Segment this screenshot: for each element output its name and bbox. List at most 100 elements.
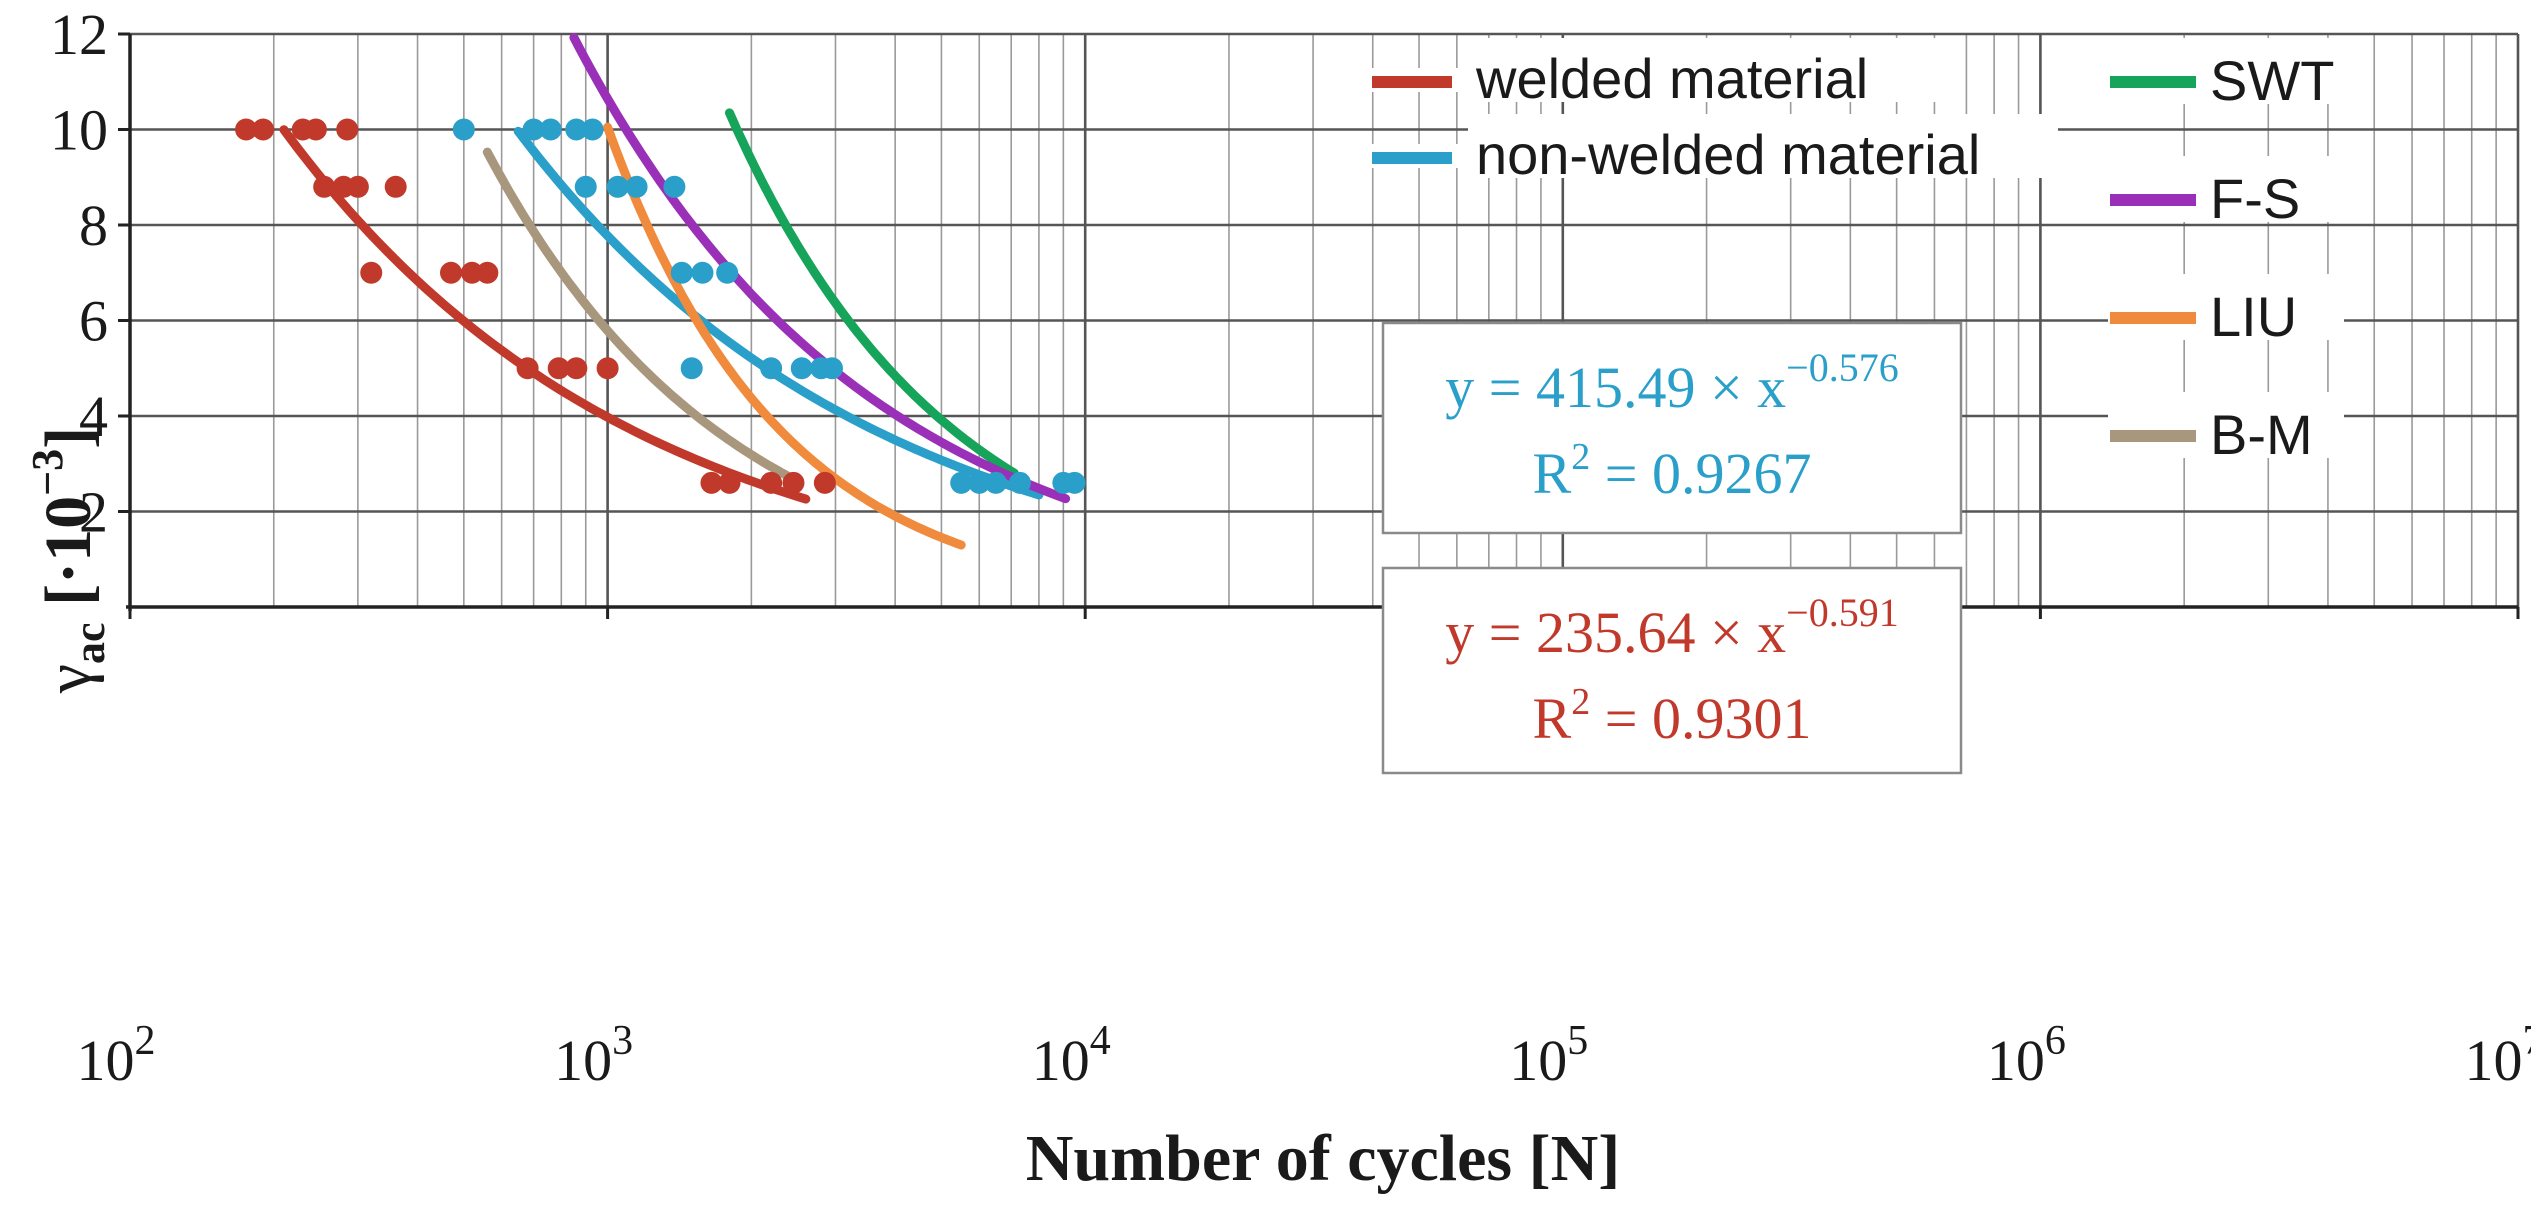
legend-bg	[2108, 38, 2344, 104]
y-tick-label: 4	[79, 384, 108, 449]
welded-equation-formula-exponent: −0.591	[1786, 590, 1899, 635]
data-point-welded-material	[460, 261, 483, 284]
welded-equation-r-label: R	[1533, 686, 1572, 751]
non-welded-equation-r-value: = 0.9267	[1590, 441, 1811, 506]
data-point-welded-material	[596, 357, 619, 380]
data-point-non-welded-material	[663, 175, 686, 198]
data-points	[235, 118, 1086, 494]
legend-bg	[2108, 156, 2344, 222]
data-point-non-welded-material	[581, 118, 604, 141]
x-tick-exponent: 4	[1090, 1018, 1111, 1064]
data-point-non-welded-material	[565, 118, 588, 141]
fit-curve-welded-fit	[279, 125, 811, 504]
x-tick-base: 10	[1987, 1028, 2045, 1093]
data-point-welded-material	[304, 118, 327, 141]
data-point-non-welded-material	[452, 118, 475, 141]
non-welded-equation-r-exponent: 2	[1571, 436, 1590, 478]
data-point-non-welded-material	[760, 357, 783, 380]
legend-bg	[2108, 392, 2344, 458]
welded-equation-box	[1381, 566, 1963, 775]
x-tick-label: 104	[1032, 1018, 1111, 1093]
non-welded-equation-box	[1381, 321, 1963, 535]
legend-label-bg	[1468, 114, 2058, 178]
data-point-welded-material	[252, 118, 275, 141]
legend-label-welded-material: welded material	[1475, 47, 1868, 110]
data-point-welded-material	[782, 471, 805, 494]
welded-equation-r-value: = 0.9301	[1590, 686, 1811, 751]
data-point-non-welded-material	[691, 261, 714, 284]
y-tick-label: 2	[79, 480, 108, 545]
data-point-non-welded-material	[522, 118, 545, 141]
data-point-non-welded-material	[670, 261, 693, 284]
legend: welded material non-welded material SWT F-S…	[1364, 38, 2344, 466]
non-welded-equation-formula-exponent: −0.576	[1786, 345, 1899, 390]
x-tick-base: 10	[554, 1028, 612, 1093]
y-tick-label: 12	[50, 2, 108, 67]
data-point-non-welded-material	[606, 175, 629, 198]
data-point-non-welded-material	[716, 261, 739, 284]
x-tick-base: 10	[1032, 1028, 1090, 1093]
data-point-welded-material	[360, 261, 383, 284]
legend-label-b-m: B-M	[2210, 403, 2313, 466]
y-axis-subscript: ac	[65, 622, 114, 664]
x-tick-label: 107	[2465, 1018, 2531, 1093]
x-tick-exponent: 3	[612, 1018, 633, 1064]
y-axis-title: γac [·10−3]	[23, 427, 114, 694]
data-point-non-welded-material	[680, 357, 703, 380]
data-point-welded-material	[439, 261, 462, 284]
data-point-welded-material	[235, 118, 258, 141]
non-welded-equation-formula: y = 415.49 × x−0.576	[1445, 345, 1898, 420]
y-axis-unit: [·10	[32, 496, 105, 623]
legend-label-bg	[1468, 38, 1938, 102]
data-point-welded-material	[346, 175, 369, 198]
fit-curve-swt	[725, 108, 1019, 478]
y-tick-label: 6	[79, 289, 108, 354]
data-point-welded-material	[384, 175, 407, 198]
x-tick-exponent: 2	[135, 1018, 156, 1064]
y-axis-close: ]	[32, 427, 105, 449]
data-point-non-welded-material	[820, 357, 843, 380]
data-point-non-welded-material	[968, 471, 991, 494]
tick-labels: 24681012102103104105106107	[50, 2, 2531, 1093]
x-tick-exponent: 6	[2045, 1018, 2066, 1064]
welded-equation-formula-base: y = 235.64 × x	[1445, 600, 1786, 665]
data-point-welded-material	[516, 357, 539, 380]
data-point-non-welded-material	[950, 471, 973, 494]
data-point-welded-material	[813, 471, 836, 494]
legend-label-f-s: F-S	[2210, 167, 2300, 230]
fit-curve-b-m	[482, 147, 803, 486]
x-tick-base: 10	[2465, 1028, 2523, 1093]
data-point-non-welded-material	[984, 471, 1007, 494]
non-welded-equation-formula-base: y = 415.49 × x	[1445, 355, 1786, 420]
legend-bg	[2108, 274, 2344, 340]
data-point-welded-material	[313, 175, 336, 198]
welded-equation-r-exponent: 2	[1571, 681, 1590, 723]
x-tick-exponent: 7	[2523, 1018, 2531, 1064]
x-tick-label: 102	[77, 1018, 156, 1093]
fit-curve-liu	[603, 122, 966, 550]
y-axis-exponent: −3	[23, 449, 72, 496]
legend-label-liu: LIU	[2210, 285, 2297, 348]
welded-equation-r-squared: R2 = 0.9301	[1533, 681, 1812, 751]
data-point-welded-material	[700, 471, 723, 494]
non-welded-equation-r-squared: R2 = 0.9267	[1533, 436, 1812, 506]
x-tick-base: 10	[77, 1028, 135, 1093]
x-tick-label: 103	[554, 1018, 633, 1093]
data-point-welded-material	[718, 471, 741, 494]
y-tick-label: 10	[50, 98, 108, 163]
y-tick-label: 8	[79, 193, 108, 258]
data-point-non-welded-material	[625, 175, 648, 198]
x-axis-title: Number of cycles [N]	[1026, 1122, 1620, 1195]
x-tick-exponent: 5	[1567, 1018, 1588, 1064]
x-tick-base: 10	[1509, 1028, 1567, 1093]
data-point-non-welded-material	[1063, 471, 1086, 494]
data-point-welded-material	[547, 357, 570, 380]
x-tick-label: 106	[1987, 1018, 2066, 1093]
data-point-non-welded-material	[790, 357, 813, 380]
y-axis-symbol: γ	[32, 664, 105, 694]
legend-label-swt: SWT	[2210, 49, 2334, 112]
welded-equation-formula: y = 235.64 × x−0.591	[1445, 590, 1898, 665]
data-point-welded-material	[565, 357, 588, 380]
